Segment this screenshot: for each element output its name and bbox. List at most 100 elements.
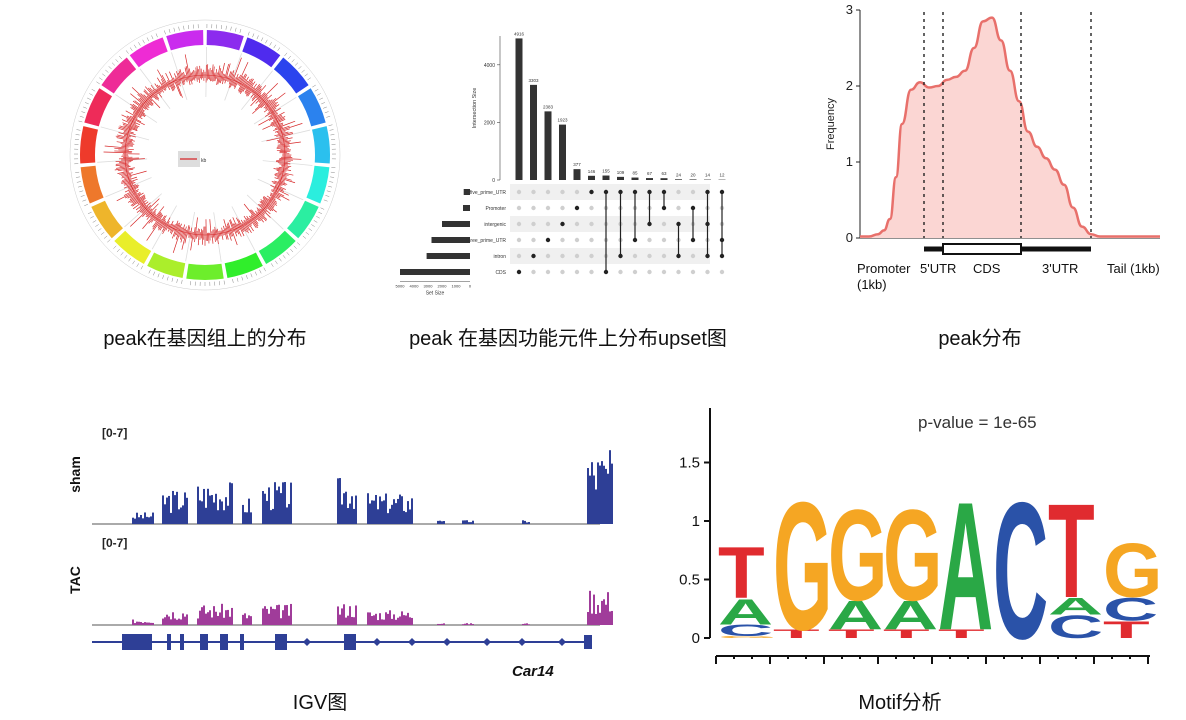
chromosome-tick bbox=[230, 26, 232, 31]
peak-spike-outer bbox=[130, 199, 140, 206]
igv-coverage-bar bbox=[373, 500, 375, 524]
upset-dot-active bbox=[574, 205, 580, 211]
igv-coverage-bar bbox=[162, 618, 164, 625]
peak-spike-outer bbox=[255, 85, 262, 94]
peak-spike-inner bbox=[125, 142, 135, 145]
peak-spike-inner bbox=[157, 90, 161, 94]
peak-spike-outer bbox=[228, 71, 232, 79]
peak-spike-outer bbox=[104, 145, 126, 149]
igv-coverage-bar bbox=[186, 614, 188, 625]
upset-dot bbox=[574, 221, 580, 227]
peak-spike-outer bbox=[123, 132, 128, 135]
peak-spike-inner bbox=[264, 103, 268, 106]
upset-dot bbox=[531, 189, 536, 195]
peak-spike-inner bbox=[151, 208, 157, 215]
peak-spike-outer bbox=[188, 68, 192, 77]
motif-letter: T bbox=[773, 627, 820, 641]
peak-spike-outer bbox=[253, 84, 260, 92]
upset-dot bbox=[719, 269, 725, 275]
peak-spike-inner bbox=[263, 107, 270, 113]
peak-spike-inner bbox=[226, 223, 231, 232]
igv-coverage-bar bbox=[205, 507, 207, 524]
motif-letter: T bbox=[828, 627, 875, 641]
chromosome-divider bbox=[261, 129, 311, 142]
igv-track-name: TAC bbox=[67, 566, 83, 594]
peak-spike-outer bbox=[114, 167, 127, 171]
peak-spike-outer bbox=[278, 186, 287, 190]
peak-spike-outer bbox=[253, 218, 259, 224]
peak-spike-outer bbox=[284, 166, 290, 169]
chromosome-tick bbox=[128, 257, 132, 262]
peak-spike-inner bbox=[242, 86, 247, 92]
igv-coverage-bar bbox=[466, 520, 468, 524]
peak-spike-outer bbox=[178, 70, 182, 79]
baseline-ring bbox=[124, 74, 286, 236]
peak-spike-inner bbox=[125, 165, 131, 168]
chromosome-divider bbox=[97, 158, 148, 163]
upset-bar-label: 146 bbox=[588, 169, 596, 174]
peak-spike-outer bbox=[121, 174, 128, 177]
igv-coverage-bar bbox=[244, 512, 246, 524]
peak-spike-inner bbox=[127, 172, 133, 175]
peak-spike-outer bbox=[116, 191, 135, 202]
peak-spike-inner bbox=[230, 227, 233, 231]
igv-coverage-bar bbox=[437, 623, 439, 625]
igv-coverage-bar bbox=[409, 509, 411, 524]
upset-dot bbox=[589, 237, 594, 243]
peak-spike-outer bbox=[169, 227, 172, 231]
peak-spike-inner bbox=[142, 202, 146, 206]
peak-spike-outer bbox=[185, 74, 187, 78]
peak-spike-inner bbox=[268, 198, 272, 201]
upset-dot bbox=[690, 189, 696, 195]
igv-coverage-bar bbox=[136, 512, 138, 524]
igv-coverage-bar bbox=[387, 513, 389, 524]
peak-spike-outer bbox=[196, 66, 199, 76]
igv-coverage-bar bbox=[150, 622, 152, 625]
igv-coverage-bar bbox=[587, 612, 589, 625]
peak-spike-outer bbox=[280, 126, 284, 129]
peak-spike-outer bbox=[251, 83, 257, 91]
peak-spike-inner bbox=[155, 91, 159, 95]
peak-spike-inner bbox=[143, 204, 147, 207]
peak-spike-inner bbox=[133, 189, 139, 193]
peak-spike-outer bbox=[150, 215, 153, 218]
peak-spike-inner bbox=[243, 215, 249, 223]
peak-spike-inner bbox=[277, 128, 281, 131]
peak-spike-inner bbox=[147, 98, 154, 105]
igv-coverage-bar bbox=[284, 482, 286, 524]
caption-circos: peak在基因组上的分布 bbox=[103, 328, 307, 350]
peak-spike-inner bbox=[277, 141, 284, 144]
chromosome-segment bbox=[224, 252, 263, 278]
igv-coverage-bar bbox=[349, 503, 351, 524]
peak-spike-outer bbox=[261, 210, 265, 214]
peak-spike-inner bbox=[279, 163, 285, 165]
igv-coverage-bar bbox=[284, 605, 286, 625]
igv-coverage-bar bbox=[441, 623, 443, 625]
igv-coverage-bar bbox=[278, 486, 280, 524]
igv-coverage-bar bbox=[405, 615, 407, 625]
igv-coverage-bar bbox=[225, 610, 227, 625]
peak-spike-inner bbox=[223, 225, 226, 233]
chromosome-tick bbox=[225, 25, 227, 30]
chromosome-segment bbox=[312, 126, 330, 164]
peak-spike-outer bbox=[282, 136, 286, 138]
peak-spike-outer bbox=[167, 226, 170, 230]
igv-coverage-bar bbox=[148, 517, 150, 524]
upset-dot-active bbox=[560, 221, 565, 227]
chromosome-segment bbox=[258, 230, 296, 265]
chromosome-tick bbox=[119, 55, 123, 60]
peak-spike-inner bbox=[272, 123, 279, 127]
peak-spike-inner bbox=[155, 212, 162, 219]
igv-strand-marker bbox=[408, 638, 416, 646]
igv-coverage-bar bbox=[351, 616, 353, 625]
peak-spike-outer bbox=[171, 229, 177, 239]
peak-spike-outer bbox=[149, 87, 155, 94]
peak-spike-inner bbox=[198, 75, 200, 83]
igv-coverage-bar bbox=[587, 468, 589, 524]
peak-spike-inner bbox=[261, 203, 266, 208]
peak-spike-outer bbox=[258, 92, 262, 96]
igv-coverage-bar bbox=[223, 617, 225, 625]
igv-coverage-bar bbox=[146, 516, 148, 524]
chromosome-tick bbox=[142, 39, 145, 44]
upset-set-label: intron bbox=[493, 254, 506, 260]
